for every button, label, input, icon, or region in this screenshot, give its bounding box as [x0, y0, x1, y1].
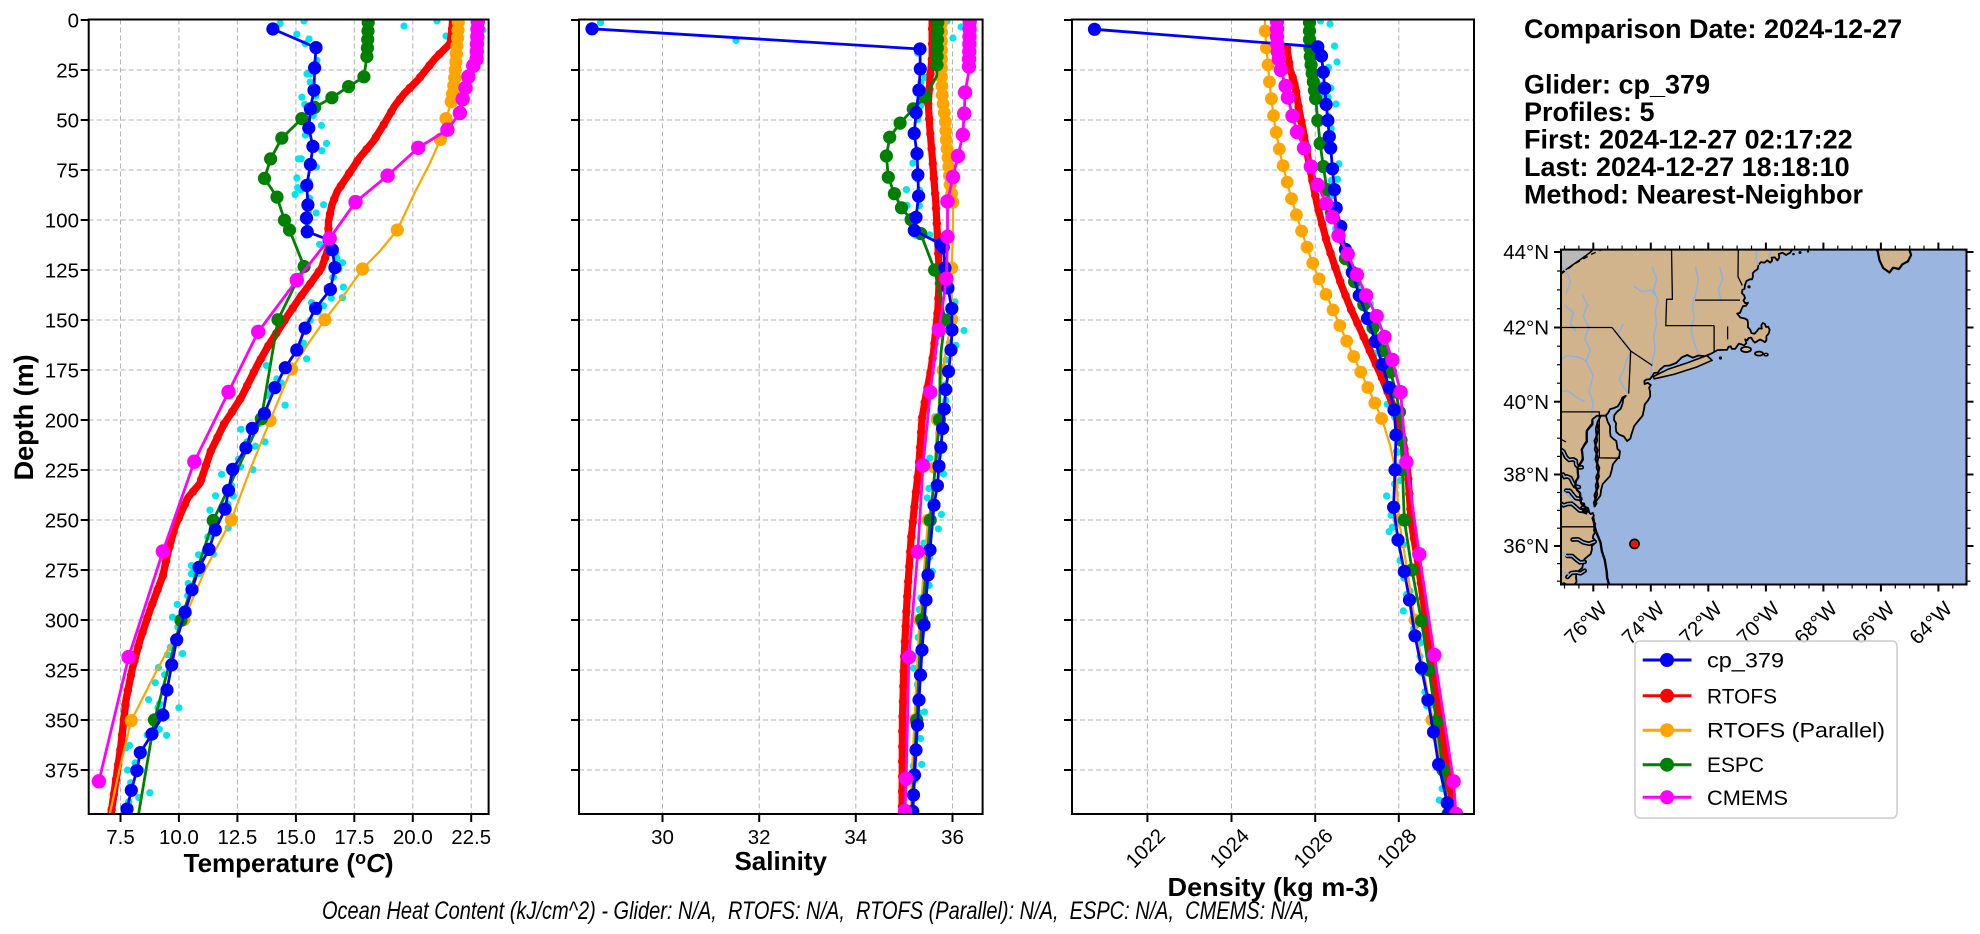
svg-text:RTOFS (Parallel): RTOFS (Parallel): [1707, 720, 1885, 743]
svg-text:CMEMS: CMEMS: [1707, 787, 1788, 810]
svg-text:Profiles: 5: Profiles: 5: [1524, 97, 1655, 127]
svg-text:225: 225: [45, 460, 79, 483]
svg-text:22.5: 22.5: [451, 826, 491, 849]
svg-text:42°N: 42°N: [1503, 317, 1549, 340]
svg-text:7.5: 7.5: [106, 826, 135, 849]
svg-text:375: 375: [45, 760, 79, 783]
svg-text:200: 200: [45, 410, 79, 433]
svg-text:ESPC: ESPC: [1707, 754, 1764, 777]
svg-text:38°N: 38°N: [1503, 464, 1549, 487]
svg-text:300: 300: [45, 610, 79, 633]
svg-text:RTOFS: RTOFS: [1707, 685, 1777, 708]
svg-text:30: 30: [651, 826, 674, 849]
svg-text:12.5: 12.5: [217, 826, 257, 849]
svg-text:350: 350: [45, 710, 79, 733]
svg-text:40°N: 40°N: [1503, 391, 1549, 414]
svg-text:75: 75: [56, 160, 79, 183]
svg-text:275: 275: [45, 560, 79, 583]
svg-text:Method: Nearest-Neighbor: Method: Nearest-Neighbor: [1524, 180, 1864, 210]
svg-text:cp_379: cp_379: [1707, 650, 1784, 673]
svg-text:Salinity: Salinity: [734, 846, 827, 876]
svg-text:325: 325: [45, 660, 79, 683]
svg-text:150: 150: [45, 310, 79, 333]
svg-text:250: 250: [45, 510, 79, 533]
svg-text:Last: 2024-12-27 18:18:10: Last: 2024-12-27 18:18:10: [1524, 152, 1850, 182]
svg-text:First: 2024-12-27 02:17:22: First: 2024-12-27 02:17:22: [1524, 125, 1853, 155]
svg-text:175: 175: [45, 360, 79, 383]
svg-text:Depth (m): Depth (m): [9, 354, 39, 480]
svg-text:Comparison Date: 2024-12-27: Comparison Date: 2024-12-27: [1524, 14, 1902, 44]
svg-text:125: 125: [45, 260, 79, 283]
svg-text:15.0: 15.0: [276, 826, 316, 849]
svg-text:44°N: 44°N: [1503, 241, 1549, 264]
svg-text:17.5: 17.5: [334, 826, 374, 849]
svg-text:Ocean Heat Content (kJ/cm^2) -: Ocean Heat Content (kJ/cm^2) - Glider: N…: [322, 897, 1310, 925]
svg-text:34: 34: [844, 826, 867, 849]
svg-text:50: 50: [56, 110, 79, 133]
svg-text:100: 100: [45, 210, 79, 233]
svg-text:25: 25: [56, 60, 79, 83]
svg-text:Glider: cp_379: Glider: cp_379: [1524, 70, 1710, 100]
svg-text:36: 36: [941, 826, 964, 849]
svg-text:32: 32: [748, 826, 771, 849]
svg-text:20.0: 20.0: [393, 826, 433, 849]
svg-text:Density (kg m-3): Density (kg m-3): [1168, 872, 1379, 902]
svg-text:36°N: 36°N: [1503, 535, 1549, 558]
svg-text:0: 0: [68, 10, 79, 33]
svg-text:10.0: 10.0: [159, 826, 199, 849]
